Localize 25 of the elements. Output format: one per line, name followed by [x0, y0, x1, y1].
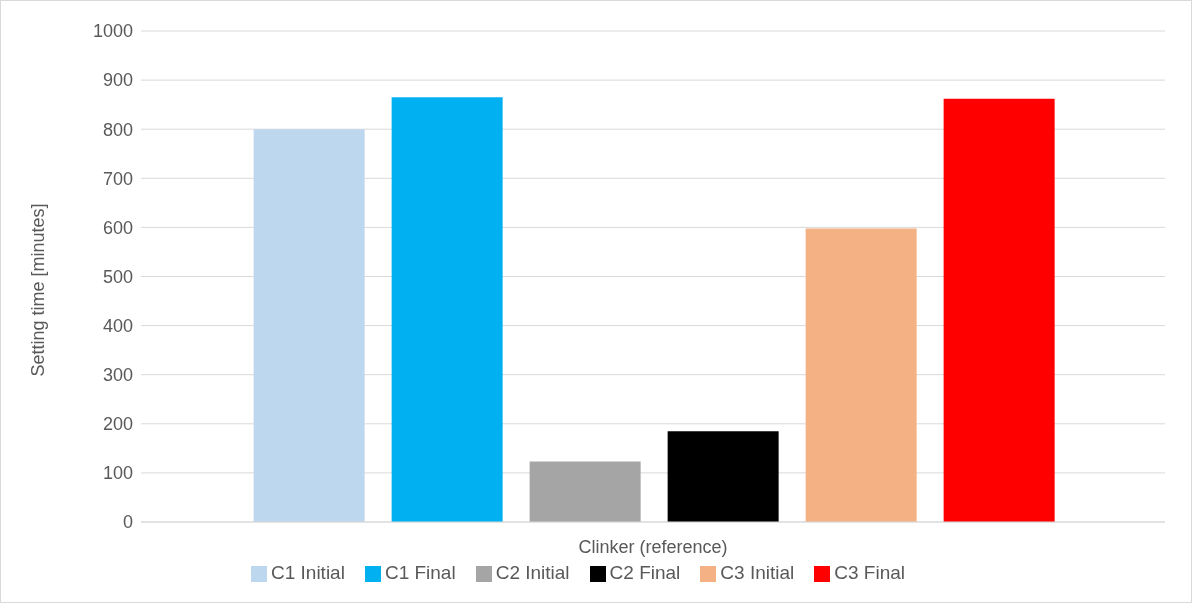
y-tick-label: 900: [102, 70, 133, 91]
x-tick-label: Clinker (reference): [578, 536, 728, 557]
y-tick-label: 100: [102, 463, 133, 484]
legend-label: C3 Initial: [720, 562, 795, 583]
legend-label: C2 Final: [609, 562, 681, 583]
y-tick-label: 600: [102, 217, 133, 238]
y-tick-label: 200: [102, 414, 133, 435]
legend-label: C2 Initial: [495, 562, 570, 583]
bar: [391, 97, 503, 522]
legend-label: C1 Initial: [270, 562, 345, 583]
bar: [805, 228, 917, 522]
y-axis-title: Setting time [minutes]: [28, 203, 49, 377]
y-tick-label: 700: [102, 168, 133, 189]
bar: [667, 431, 779, 522]
bar: [529, 461, 641, 522]
y-tick-label: 1000: [92, 21, 133, 42]
y-tick-label: 300: [102, 365, 133, 386]
y-tick-label: 400: [102, 315, 133, 336]
bar: [253, 129, 365, 522]
legend-label: C1 Final: [384, 562, 456, 583]
legend-label: C3 Final: [834, 562, 905, 583]
y-tick-label: 500: [102, 266, 133, 287]
y-tick-label: 0: [122, 512, 133, 533]
y-tick-label: 800: [102, 119, 133, 140]
bar: [943, 98, 1055, 522]
